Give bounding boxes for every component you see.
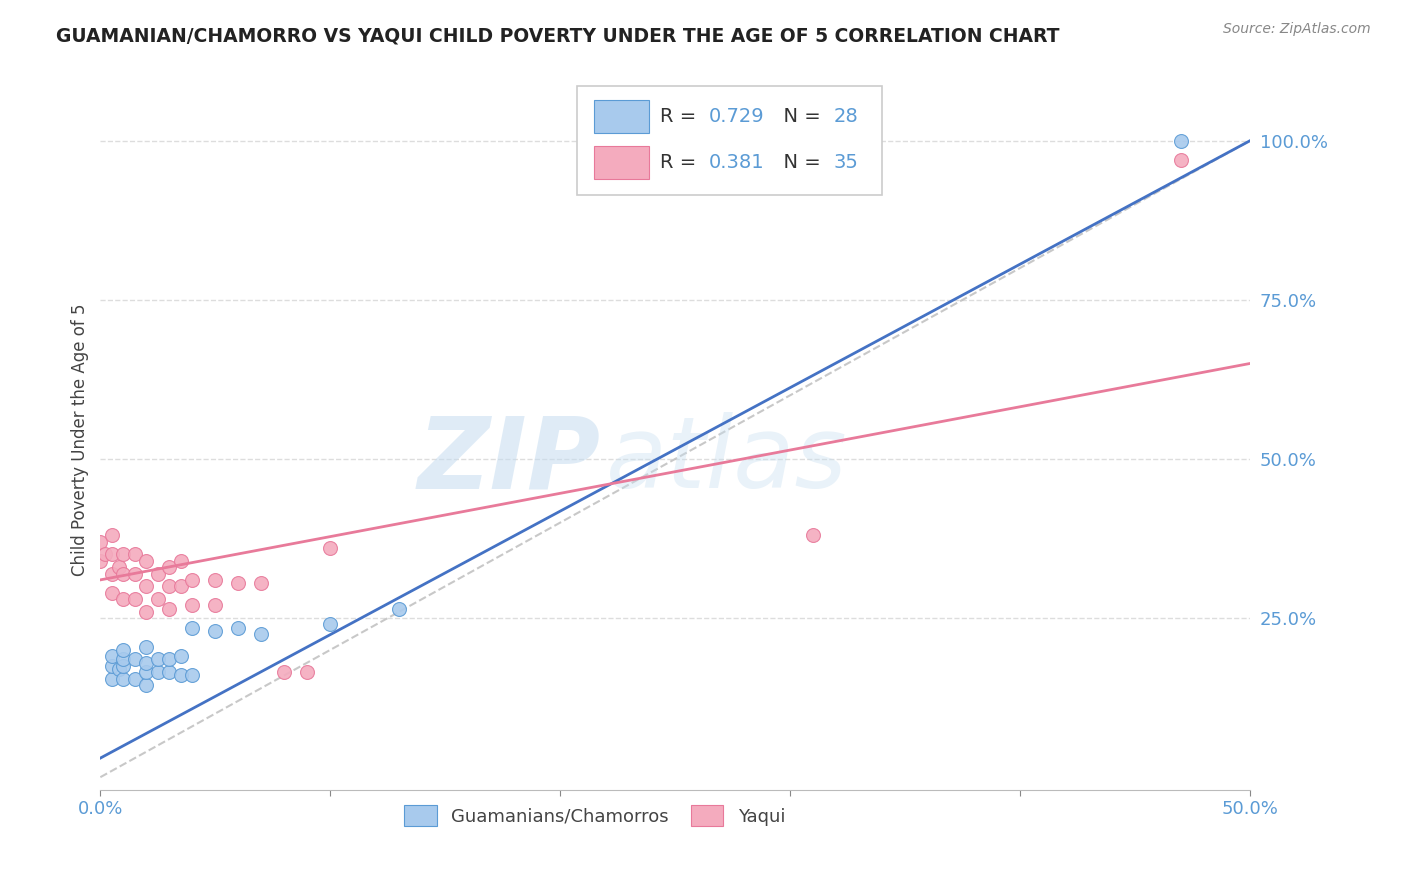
Point [157,579,180,593]
Point [170,649,193,664]
Point [112,566,135,581]
Point [226,576,249,591]
Text: R =: R = [661,107,703,126]
Legend: Guamanians/Chamorros, Yaqui: Guamanians/Chamorros, Yaqui [396,798,792,833]
Text: 0.381: 0.381 [709,153,763,172]
Point [101,585,124,599]
Point [112,643,135,657]
Point [181,621,204,635]
Point [112,652,135,666]
Text: N =: N = [770,153,827,172]
Point [124,652,146,666]
Text: GUAMANIAN/CHAMORRO VS YAQUI CHILD POVERTY UNDER THE AGE OF 5 CORRELATION CHART: GUAMANIAN/CHAMORRO VS YAQUI CHILD POVERT… [56,27,1060,45]
Point [124,672,146,686]
Point [124,591,146,606]
Point [112,591,135,606]
Point [250,627,273,641]
Y-axis label: Child Poverty Under the Age of 5: Child Poverty Under the Age of 5 [72,303,89,576]
Point [170,579,193,593]
Point [94,548,117,562]
Text: ZIP: ZIP [418,412,600,509]
Point [181,599,204,613]
Point [89,534,111,549]
Point [250,576,273,591]
Point [319,617,342,632]
Point [170,554,193,568]
Point [226,621,249,635]
Point [204,624,226,638]
Point [135,579,157,593]
Point [101,566,124,581]
Point [124,548,146,562]
Point [181,668,204,682]
Point [135,665,157,680]
Text: 35: 35 [834,153,859,172]
Point [135,640,157,654]
Point [101,672,124,686]
Point [319,541,342,555]
Point [146,566,169,581]
FancyBboxPatch shape [593,100,648,133]
Point [146,652,169,666]
Point [157,560,180,574]
Point [273,665,295,680]
Point [297,665,319,680]
Point [146,591,169,606]
FancyBboxPatch shape [578,87,882,194]
Point [135,678,157,692]
Text: 28: 28 [834,107,859,126]
Point [388,601,411,615]
Point [801,528,824,542]
Point [204,599,226,613]
Point [157,665,180,680]
Point [146,665,169,680]
Point [170,668,193,682]
Point [135,605,157,619]
Text: N =: N = [770,107,827,126]
Point [181,573,204,587]
Point [112,672,135,686]
Point [89,554,111,568]
FancyBboxPatch shape [593,145,648,179]
Point [101,528,124,542]
Point [107,560,129,574]
Point [135,656,157,670]
Text: R =: R = [661,153,703,172]
Point [101,649,124,664]
Point [107,662,129,676]
Text: Source: ZipAtlas.com: Source: ZipAtlas.com [1223,22,1371,37]
Point [135,554,157,568]
Point [204,573,226,587]
Point [101,658,124,673]
Point [112,658,135,673]
Text: 0.729: 0.729 [709,107,763,126]
Point [157,652,180,666]
Point [112,548,135,562]
Point [1170,153,1192,167]
Text: atlas: atlas [606,412,848,509]
Point [124,566,146,581]
Point [157,601,180,615]
Point [1170,134,1192,148]
Point [101,548,124,562]
